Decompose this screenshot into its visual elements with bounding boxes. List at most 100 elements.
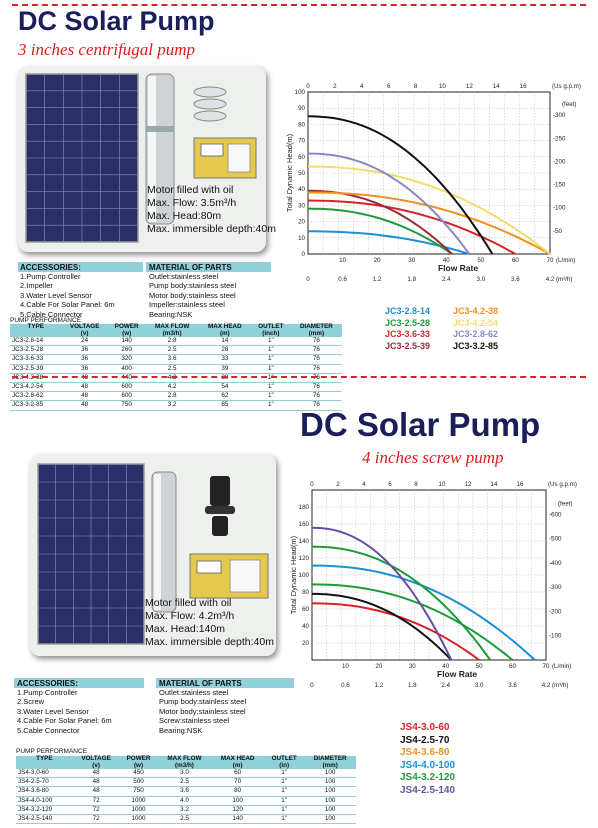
table-header-unit: (inch): [250, 330, 291, 337]
tick-label: 3.0: [477, 276, 486, 283]
legend-item: JC3-2.5-39: [385, 340, 431, 351]
tick-label: 90: [298, 105, 305, 112]
impeller-icon: [193, 86, 227, 122]
table-cell: 3.6: [145, 354, 199, 365]
tick-label: 1.2: [373, 276, 382, 283]
performance-label: PUMP PERFORMANCE: [16, 748, 88, 755]
pump-caption: Motor filled with oil Max. Flow: 4.2m³/h…: [145, 597, 274, 649]
pump-curve-chart: 0 2 4 6 8 10 12 14 16 (Us g.p.m) 0 10 20 30 40 50 60 70 80…: [285, 83, 581, 283]
tick-label: 1.8: [407, 276, 416, 283]
table-cell: 1": [264, 769, 305, 779]
materials-bar: [156, 678, 294, 688]
materials-title: MATERIAL OF PARTS: [159, 679, 242, 688]
table-cell: 2.8: [145, 337, 199, 347]
table-cell: 1000: [119, 805, 158, 816]
table-cell: 450: [119, 769, 158, 779]
table-cell: 76: [290, 391, 342, 402]
pump-caption: Motor filled with oil Max. Flow: 3.5m³/h…: [147, 184, 276, 236]
table-cell: 600: [107, 382, 146, 393]
table-cell: 2.5: [157, 814, 212, 825]
series-line: [307, 115, 494, 255]
table-row: JS4-3.2-120 72 1000 3.2 120 1" 100: [16, 805, 356, 816]
tick-label: -600: [549, 511, 562, 518]
tick-label: 0: [310, 682, 314, 689]
table-cell: JC3-3.6-33: [10, 354, 62, 365]
table-cell: JC3-2.5-39: [10, 364, 62, 374]
section-divider: [12, 4, 586, 6]
table-cell: 76: [290, 337, 342, 347]
series-line: [311, 526, 453, 661]
table-row: JS4-4.0-100 72 1000 4.0 100 1" 100: [16, 796, 356, 806]
list-item: Impeller:stainless steel: [149, 300, 225, 310]
tick-label: 140: [299, 538, 310, 545]
table-cell: 100: [211, 796, 265, 806]
tick-label: -200: [549, 608, 562, 615]
table-cell: 120: [211, 805, 265, 816]
table-cell: 100: [304, 769, 356, 779]
table-cell: 140: [211, 814, 265, 825]
tick-label: 0.6: [341, 682, 350, 689]
tick-label: 40: [298, 186, 305, 193]
tick-label: 1.8: [408, 682, 417, 689]
legend-item: JC3-4.2-54: [453, 317, 499, 328]
axis-unit-label: (L/min): [556, 257, 575, 264]
table-cell: 76: [290, 382, 342, 393]
tick-label: 40: [442, 663, 449, 670]
tick-label: 8: [414, 481, 418, 488]
tick-label: 20: [298, 219, 305, 226]
table-cell: 60: [211, 769, 265, 779]
table-cell: 3.2: [157, 805, 212, 816]
materials-title: MATERIAL OF PARTS: [149, 263, 232, 272]
table-cell: 72: [72, 814, 120, 825]
table-row: JC3-2.5-39 36 400 2.5 39 1" 76: [10, 364, 342, 374]
table-header: VOLTAGE: [72, 755, 120, 763]
table-cell: JS4-4.0-100: [16, 796, 73, 806]
list-item: Motor body:stainless steel: [159, 706, 246, 716]
tick-label: 2: [333, 83, 337, 90]
accessories-bar: [18, 262, 143, 272]
tick-label: 4: [362, 481, 366, 488]
list-item: 4.Cable For Solar Panel: 6m: [20, 300, 115, 310]
axis-unit-label: (m³/h): [556, 276, 573, 283]
axis-unit-label: (m³/h): [552, 682, 569, 689]
materials-list: Outlet:stainless steel Pump body:stainle…: [149, 272, 236, 319]
table-cell: 3.0: [157, 769, 212, 779]
table-header-unit: (mm): [290, 330, 342, 337]
tick-label: 0: [306, 276, 310, 283]
table-cell: JS4-3.0-60: [16, 769, 73, 779]
table-header-unit: (m): [198, 330, 251, 337]
table-cell: 14: [198, 337, 251, 347]
tick-label: 50: [477, 257, 484, 264]
table-header: DIAMETER: [290, 323, 342, 331]
table-cell: 100: [304, 777, 356, 788]
controller-icon: [189, 553, 269, 599]
tick-label: 3.0: [475, 682, 484, 689]
table-cell: 48: [72, 786, 120, 797]
table-row: JS4-3.6-80 48 750 3.6 80 1" 100: [16, 786, 356, 797]
legend-item: JC3-3.2-85: [453, 340, 499, 351]
legend-item: JS4-2.5-70: [400, 734, 450, 746]
legend-item: JS4-2.5-140: [400, 784, 456, 796]
table-row: JC3-2.8-62 48 600 2.8 62 1" 76: [10, 391, 342, 402]
table-cell: JC3-3.2-85: [10, 400, 62, 411]
table-cell: 72: [72, 796, 120, 806]
materials-list: Outlet:stainless steel Pump body:stainle…: [159, 688, 246, 735]
page-title: DC Solar Pump: [300, 406, 541, 443]
caption-line: Max. immersible depth:40m: [145, 636, 274, 648]
table-cell: 1": [264, 805, 305, 816]
list-item: Motor body:stainless steel: [149, 290, 236, 300]
table-cell: 28: [198, 345, 251, 356]
tick-label: 10: [439, 83, 446, 90]
list-item: Pump body:stainless steel: [149, 281, 237, 291]
page-subtitle: 3 inches centrifugal pump: [18, 40, 196, 59]
tick-label: 2.4: [442, 276, 451, 283]
list-item: Outlet:stainless steel: [149, 272, 219, 281]
table-cell: 36: [61, 364, 108, 374]
legend-item: JC3-3.6-33: [385, 329, 431, 339]
tick-label: 8: [414, 83, 418, 90]
table-header-unit: (v): [72, 762, 120, 769]
table-cell: 3.6: [157, 786, 212, 797]
list-item: Outlet:stainless steel: [159, 688, 229, 697]
y-axis-label: Total Dynamic Head(m): [289, 535, 298, 614]
table-cell: JC3-2.5-28: [10, 345, 62, 356]
